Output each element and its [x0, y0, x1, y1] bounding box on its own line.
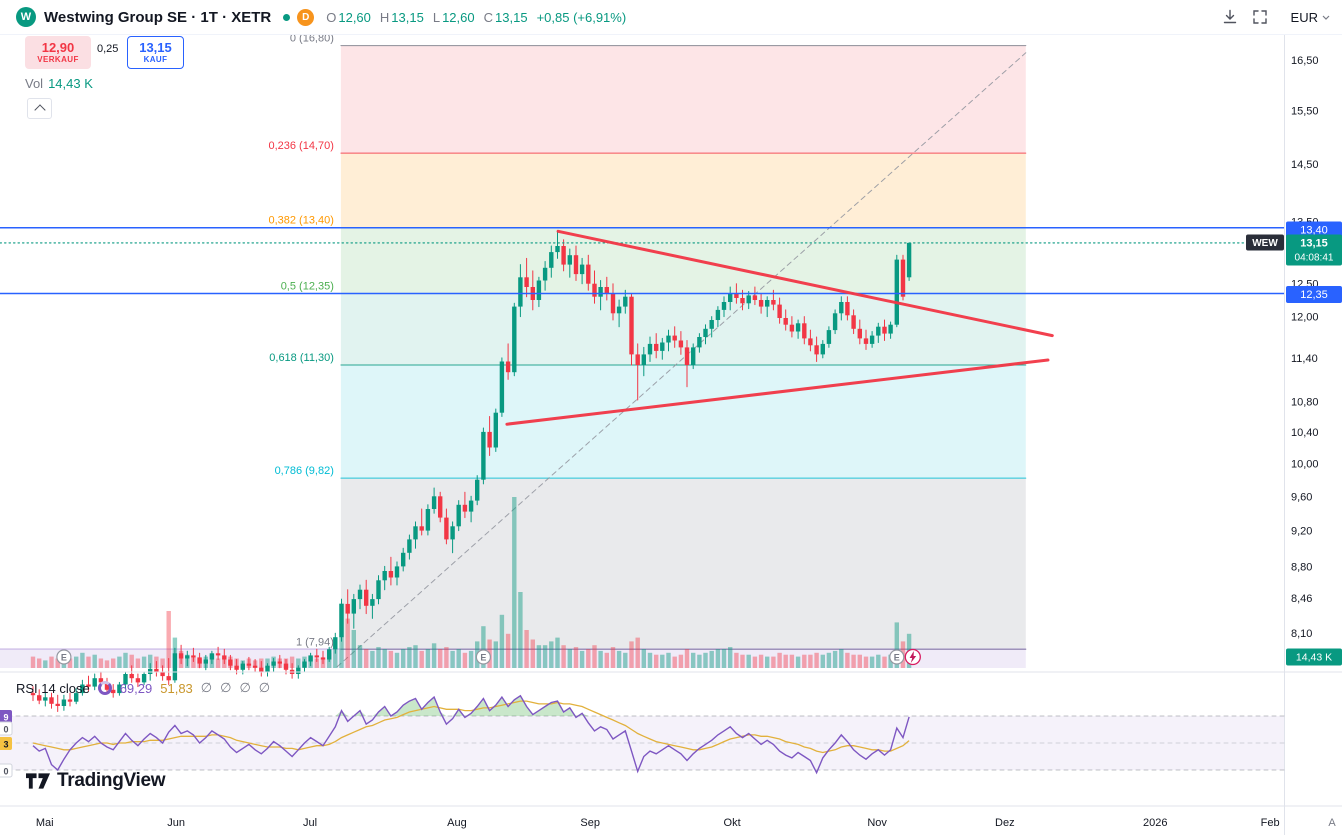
tradingview-mark-icon: [26, 773, 50, 789]
price-lines[interactable]: [0, 226, 1285, 295]
svg-text:Dez: Dez: [995, 817, 1015, 829]
rsi-ma-value: 51,83: [160, 680, 193, 696]
svg-text:11,40: 11,40: [1291, 353, 1318, 365]
fullscreen-icon[interactable]: [1251, 8, 1269, 26]
svg-text:Feb: Feb: [1261, 817, 1280, 829]
rsi-value: 69,29: [119, 680, 153, 696]
symbol-logo: W: [16, 7, 36, 27]
svg-text:12,00: 12,00: [1291, 312, 1319, 324]
ohlc-close: C 13,15: [483, 9, 528, 25]
svg-text:Aug: Aug: [447, 817, 467, 829]
svg-text:0,236 (14,70): 0,236 (14,70): [268, 140, 333, 152]
fib-retracement[interactable]: 0 (16,80) 0,236 (14,70) 0,382 (13,40) 0,5 (…: [268, 33, 1027, 650]
diagonal-trendline[interactable]: [336, 52, 1027, 668]
ohlc-row: O 12,60 H 13,15 L 12,60 C 13,15 +0,85 (+6,91…: [326, 10, 626, 25]
rsi-empty-value: ∅: [239, 680, 251, 695]
currency-selector[interactable]: EUR: [1291, 10, 1330, 25]
svg-text:0 (16,80): 0 (16,80): [290, 33, 334, 45]
svg-text:0,382 (13,40): 0,382 (13,40): [268, 215, 333, 227]
svg-text:WEW: WEW: [1252, 238, 1278, 249]
rsi-indicator-title[interactable]: RSI 14 close: [16, 680, 90, 696]
svg-text:2026: 2026: [1143, 817, 1167, 829]
svg-text:0,5 (12,35): 0,5 (12,35): [281, 281, 334, 293]
ohlc-open: O 12,60: [326, 9, 371, 25]
svg-text:13,15: 13,15: [1300, 238, 1328, 250]
svg-text:Mai: Mai: [36, 817, 54, 829]
rsi-empty-value: ∅: [220, 680, 232, 695]
svg-text:13,40: 13,40: [1300, 225, 1328, 237]
lightning-icon: [904, 648, 921, 666]
svg-text:14,43 K: 14,43 K: [1296, 652, 1332, 664]
svg-text:04:08:41: 04:08:41: [1295, 253, 1334, 264]
interval-badge[interactable]: D: [297, 8, 315, 26]
pane-separators: [0, 34, 1342, 835]
price-change: +0,85 (+6,91%): [536, 9, 627, 25]
svg-text:E: E: [480, 653, 486, 663]
svg-text:9: 9: [3, 713, 8, 723]
svg-text:8,80: 8,80: [1291, 561, 1312, 573]
rsi-legend: RSI 14 close 69,29 51,83 ∅ ∅ ∅ ∅: [16, 680, 270, 696]
svg-text:A: A: [1328, 817, 1336, 829]
svg-text:0: 0: [3, 767, 8, 777]
svg-text:E: E: [61, 653, 67, 663]
rsi-ma-line: [32, 700, 910, 754]
svg-text:0,786 (9,82): 0,786 (9,82): [275, 465, 334, 477]
svg-text:9,20: 9,20: [1291, 526, 1312, 538]
candles: [30, 230, 912, 712]
rsi-indicator-icon[interactable]: [97, 681, 112, 695]
symbol-title[interactable]: Westwing Group SE · 1T · XETR: [44, 8, 272, 26]
svg-text:0,618 (11,30): 0,618 (11,30): [269, 352, 334, 364]
rsi-pane: 9 0 3 0: [0, 694, 1285, 778]
toolbar: W Westwing Group SE · 1T · XETR D O 12,60…: [0, 0, 1342, 35]
svg-text:E: E: [894, 653, 900, 663]
chevron-down-icon: [1322, 15, 1330, 20]
ohlc-low: L 12,60: [432, 9, 475, 25]
download-icon[interactable]: [1221, 8, 1239, 26]
ohlc-high: H 13,15: [379, 9, 424, 25]
svg-text:15,50: 15,50: [1291, 106, 1319, 118]
svg-text:Jun: Jun: [167, 817, 185, 829]
tradingview-logo-text: TradingView: [57, 770, 166, 791]
time-axis[interactable]: Mai Jun Jul Aug Sep Okt Nov Dez 2026 Feb A: [36, 817, 1336, 829]
svg-text:8,10: 8,10: [1291, 628, 1312, 640]
sell-button[interactable]: 12,90 VERKAUF: [25, 36, 91, 69]
svg-text:1 (7,94): 1 (7,94): [296, 636, 334, 648]
svg-text:10,40: 10,40: [1291, 427, 1319, 439]
svg-text:16,50: 16,50: [1291, 55, 1319, 67]
svg-text:12,35: 12,35: [1300, 289, 1328, 301]
rsi-empty-value: ∅: [200, 680, 213, 695]
svg-text:10,00: 10,00: [1291, 459, 1319, 471]
svg-text:0: 0: [3, 725, 8, 735]
spread-value: 0,25: [97, 43, 119, 55]
buy-button[interactable]: 13,15 KAUF: [127, 36, 184, 69]
tradingview-logo[interactable]: TradingView: [26, 770, 166, 792]
rsi-line: [32, 694, 910, 775]
svg-text:14,50: 14,50: [1291, 159, 1319, 171]
svg-text:Nov: Nov: [867, 817, 887, 829]
collapse-button[interactable]: [27, 98, 52, 119]
volume-readout: Vol 14,43 K: [25, 76, 93, 91]
svg-text:9,60: 9,60: [1291, 491, 1312, 503]
svg-text:Okt: Okt: [724, 817, 741, 829]
price-axis[interactable]: 16,5015,5014,5013,5012,5012,0011,4010,80…: [1246, 55, 1342, 666]
status-dot-icon: [283, 13, 291, 21]
svg-text:10,80: 10,80: [1291, 397, 1319, 409]
wedge-trendlines[interactable]: [505, 229, 1054, 426]
svg-text:8,46: 8,46: [1291, 593, 1312, 605]
current-price-badge: WEW 13,15 04:08:41: [1246, 234, 1342, 266]
svg-text:Sep: Sep: [580, 817, 600, 829]
chevron-up-icon: [33, 104, 46, 116]
volume-highlight-band: [0, 648, 1027, 668]
svg-text:3: 3: [3, 740, 8, 750]
rsi-empty-value: ∅: [258, 680, 271, 695]
svg-text:Jul: Jul: [303, 817, 317, 829]
